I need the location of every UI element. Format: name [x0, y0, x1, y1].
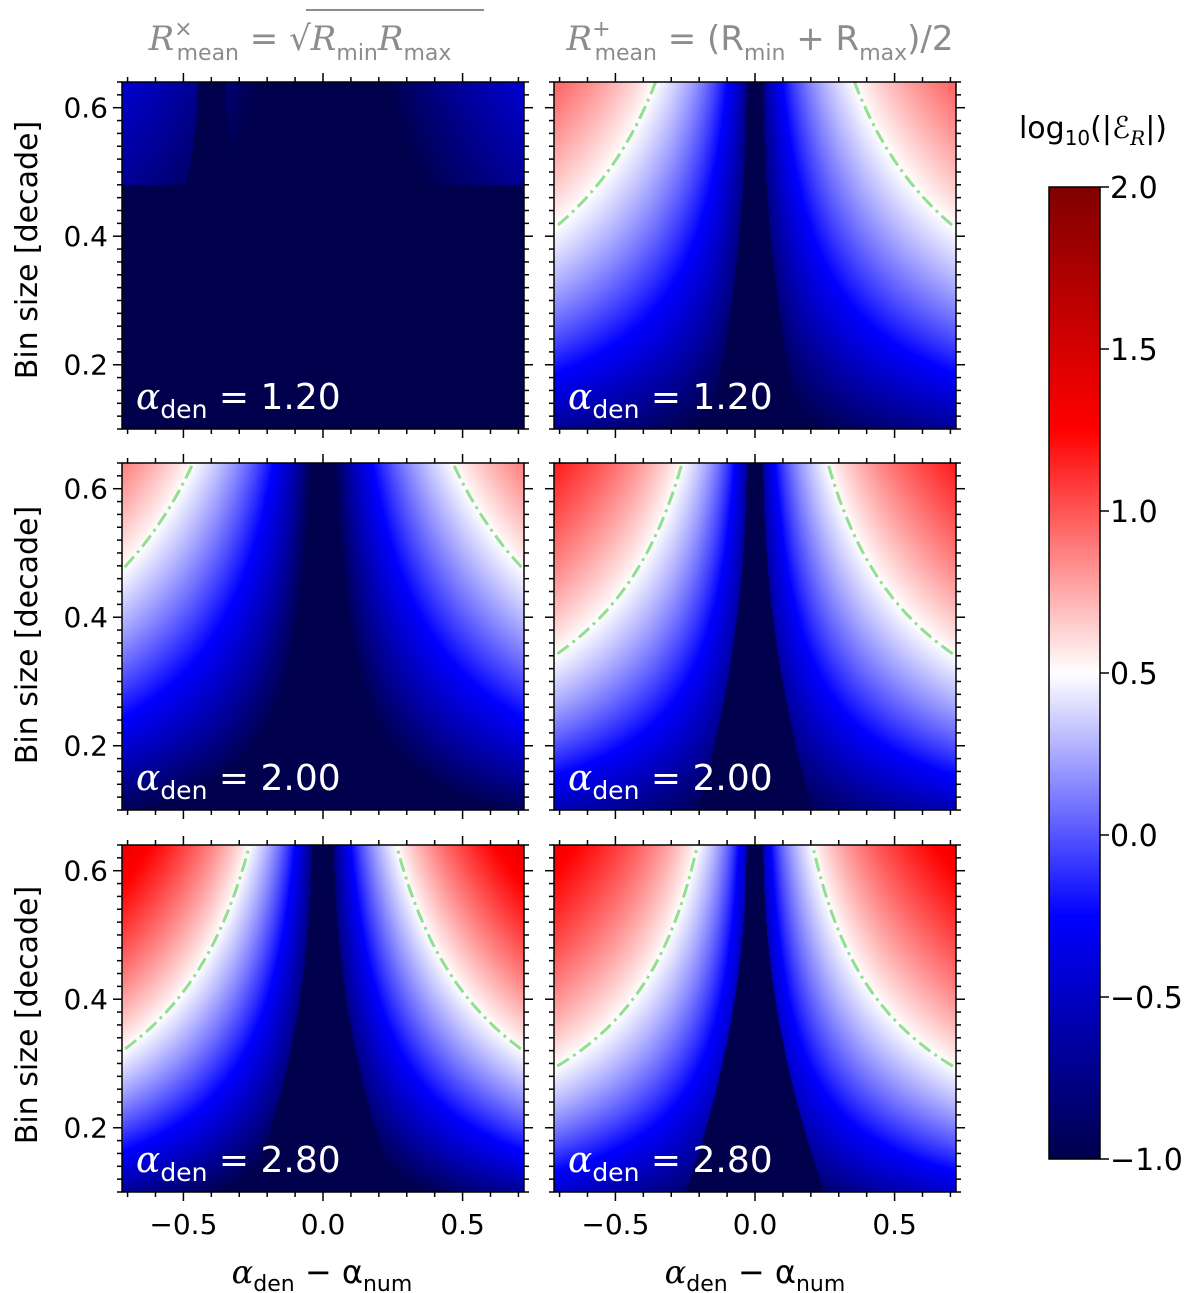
- x-axis-label-left: αden − αnum: [232, 1253, 413, 1293]
- colorbar-tick-label: 0.0: [1110, 819, 1158, 854]
- panel-annotation-r2-c2: αden = 2.00: [568, 758, 773, 805]
- heatmap-panel-r3-c2: [554, 845, 956, 1192]
- colorbar-tick-label: −0.5: [1110, 981, 1183, 1016]
- contour-line-right-r3-c1: [394, 844, 522, 1051]
- panel-annotation-r2-c1: αden = 2.00: [136, 758, 341, 805]
- y-tick-label: 0.6: [63, 855, 108, 888]
- y-tick-label: 0.2: [63, 1112, 108, 1145]
- x-tick-label: −0.5: [581, 1208, 649, 1241]
- y-tick-label: 0.2: [63, 730, 108, 763]
- panel-annotation-r1-c1: αden = 1.20: [136, 377, 341, 424]
- contour-line-right-r3-c2: [811, 844, 954, 1068]
- x-tick-label: −0.5: [149, 1208, 217, 1241]
- x-tick-label: 0.0: [301, 1208, 346, 1241]
- heatmap-panel-r1-c2: [554, 82, 956, 429]
- colorbar-tick-label: 0.5: [1110, 657, 1158, 692]
- y-tick-label: 0.6: [63, 92, 108, 125]
- colorbar-label: log10(|ℰR|): [1019, 111, 1167, 150]
- y-tick-label: 0.4: [63, 983, 108, 1016]
- x-tick-label: 0.5: [872, 1208, 917, 1241]
- contour-line-left-r2-c1: [123, 462, 195, 569]
- heatmap-panel-r3-c1: [122, 845, 524, 1192]
- column-title-right: R+ mean = (Rmin + Rmax)/2: [566, 17, 954, 66]
- y-axis-label-row-2: Bin size [decade]: [10, 506, 45, 764]
- y-tick-label: 0.2: [63, 349, 108, 382]
- panel-annotation-r3-c2: αden = 2.80: [568, 1140, 773, 1187]
- y-axis-label-row-1: Bin size [decade]: [10, 121, 45, 379]
- heatmap-panel-r1-c1: [122, 82, 524, 429]
- x-tick-label: 0.5: [440, 1208, 485, 1241]
- y-tick-label: 0.4: [63, 220, 108, 253]
- contour-line-left-r3-c2: [556, 844, 699, 1068]
- contour-line-right-r2-c1: [451, 462, 523, 569]
- column-title-left: R× mean = √RminRmax: [148, 17, 452, 66]
- contour-line-left-r1-c2: [556, 81, 657, 227]
- colorbar-tick-label: 2.0: [1110, 171, 1158, 206]
- panel-annotation-r3-c1: αden = 2.80: [136, 1140, 341, 1187]
- contour-line-right-r2-c2: [826, 462, 954, 656]
- colorbar-tick-label: 1.5: [1110, 333, 1158, 368]
- colorbar: [1048, 186, 1101, 1160]
- panel-annotation-r1-c2: αden = 1.20: [568, 377, 773, 424]
- contour-line-left-r2-c2: [556, 462, 684, 656]
- colorbar-tick-label: −1.0: [1110, 1143, 1183, 1178]
- y-tick-label: 0.4: [63, 601, 108, 634]
- x-tick-label: 0.0: [733, 1208, 778, 1241]
- colorbar-tick-label: 1.0: [1110, 495, 1158, 530]
- contour-line-left-r3-c1: [124, 844, 252, 1051]
- x-axis-label-right: αden − αnum: [665, 1253, 846, 1293]
- contour-line-right-r1-c2: [853, 81, 954, 227]
- y-axis-label-row-3: Bin size [decade]: [10, 886, 45, 1144]
- heatmap-panel-r2-c1: [122, 463, 524, 810]
- y-tick-label: 0.6: [63, 473, 108, 506]
- heatmap-panel-r2-c2: [554, 463, 956, 810]
